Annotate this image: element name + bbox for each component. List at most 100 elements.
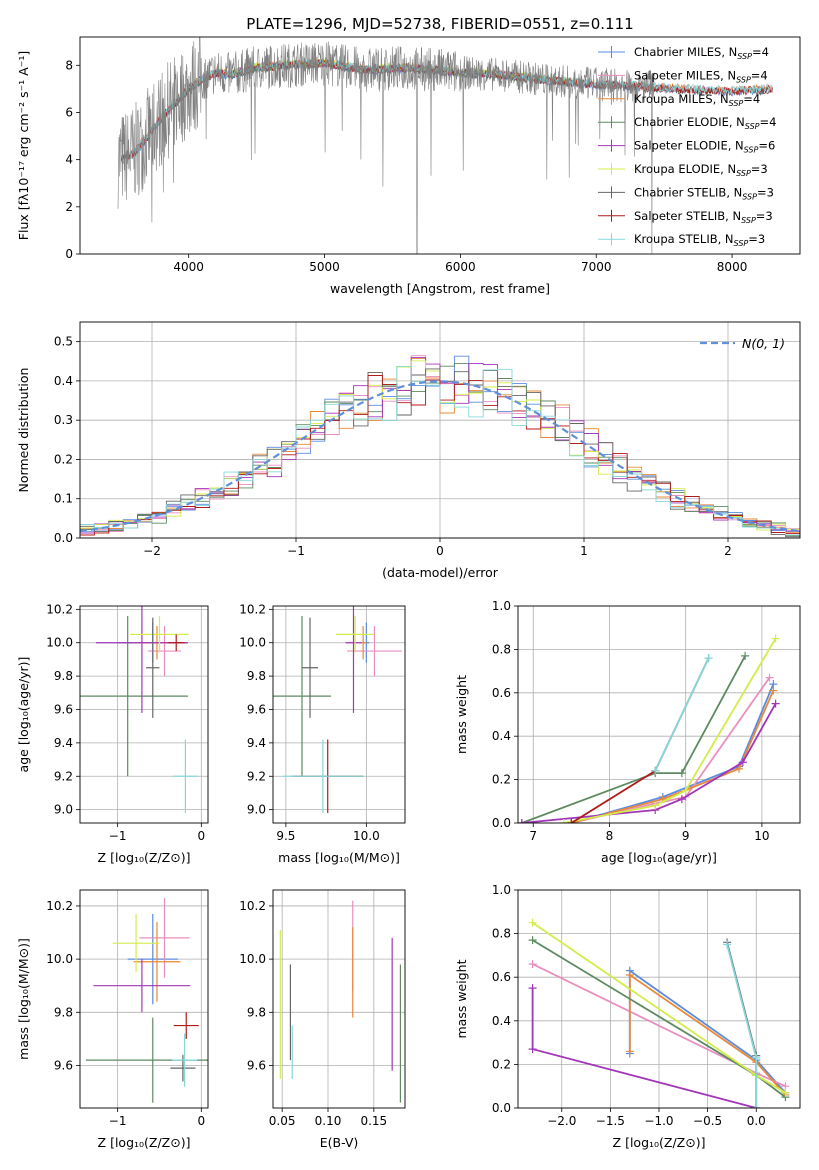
series-point-salpeter_elodie bbox=[528, 1045, 537, 1054]
y-tick-label: 10.2 bbox=[239, 602, 266, 616]
x-tick-label: 9.5 bbox=[276, 829, 295, 843]
series-line-kroupa_stelib bbox=[726, 944, 758, 1108]
series-line-chabrier_elodie bbox=[521, 655, 746, 823]
y-tick-label: 9.6 bbox=[54, 702, 73, 716]
residuals-plot-area bbox=[80, 355, 800, 538]
massweight_vs_age-panel: 7 8 9 10 0.0 0.2 0.4 0.6 0.8 1.0 age [log₁₀(age/yr… bbox=[454, 599, 801, 865]
y-tick-label: 0.6 bbox=[492, 686, 511, 700]
y-tick-label: 0.2 bbox=[492, 773, 511, 787]
series-line-salpeter_elodie bbox=[531, 988, 757, 1108]
series-point-kroupa_miles bbox=[625, 1047, 634, 1056]
y-tick-label: 10.0 bbox=[239, 636, 266, 650]
y-tick-label: 9.0 bbox=[54, 803, 73, 817]
y-tick-label: 2 bbox=[65, 200, 73, 214]
mass_vs_ebv-frame bbox=[272, 889, 406, 1109]
y-tick-label: 1.0 bbox=[492, 883, 511, 897]
series-point-salpeter_miles bbox=[528, 960, 537, 969]
mass_vs_Z-xlabel: Z [log₁₀(Z/Z⊙)] bbox=[98, 1135, 191, 1150]
massweight_vs_age-xlabel: age [log₁₀(age/yr)] bbox=[601, 850, 717, 865]
series-point-chabrier_elodie bbox=[677, 769, 686, 778]
massweight_vs_age-frame bbox=[517, 605, 801, 824]
y-tick-label: 0.4 bbox=[492, 1014, 511, 1028]
y-tick-label: 0.0 bbox=[492, 816, 511, 830]
mass_vs_ebv-plot-area bbox=[279, 900, 402, 1103]
observed-spectrum bbox=[117, 37, 655, 254]
series-point-salpeter_elodie bbox=[738, 758, 747, 767]
mass_vs_Z-ylabel: mass [log₁₀(M/M⊙)] bbox=[16, 938, 31, 1060]
massweight_vs_Z-ylabel: mass weight bbox=[454, 959, 469, 1038]
spectrum-frame bbox=[79, 36, 801, 255]
legend-entry: Salpeter STELIB, NSSP=3 bbox=[634, 209, 773, 225]
residuals-xlabel: (data-model)/error bbox=[382, 565, 499, 580]
x-tick-label: −1.5 bbox=[596, 1114, 625, 1128]
legend-entry: Salpeter ELODIE, NSSP=6 bbox=[634, 139, 775, 155]
y-tick-label: 9.8 bbox=[247, 669, 266, 683]
legend-entry: Salpeter MILES, NSSP=4 bbox=[634, 68, 768, 84]
series-line-chabrier_miles bbox=[571, 683, 775, 823]
legend-entry: Kroupa ELODIE, NSSP=3 bbox=[634, 162, 768, 178]
series-point-kroupa_elodie bbox=[528, 918, 537, 927]
spectrum-ylabel: Flux [fλ10⁻¹⁷ erg cm⁻² s⁻¹ A⁻¹] bbox=[16, 51, 31, 240]
series-line-kroupa_stelib bbox=[654, 657, 710, 772]
x-tick-label: 2 bbox=[724, 544, 732, 558]
massweight_vs_Z-panel: −2.0 −1.5 −1.0 −0.5 0.0 0.0 0.2 0.4 0.6 0.8 1.0 Z [… bbox=[454, 883, 801, 1150]
x-tick-label: 1 bbox=[580, 544, 588, 558]
y-tick-label: 9.8 bbox=[54, 1005, 73, 1019]
gauss-legend-label: N(0, 1) bbox=[742, 336, 785, 351]
series-point-salpeter_elodie bbox=[528, 984, 537, 993]
mass_vs_Z-frame bbox=[79, 889, 209, 1109]
y-tick-label: 0.8 bbox=[492, 642, 511, 656]
age_vs_Z-panel: −1 0 9.0 9.2 9.4 9.6 9.8 10.0 10.2 Z [log₁₀(Z/Z⊙)… bbox=[16, 602, 209, 865]
y-tick-label: 10.2 bbox=[46, 602, 73, 616]
series-point-salpeter_miles bbox=[765, 673, 774, 682]
age_vs_Z-xlabel: Z [log₁₀(Z/Z⊙)] bbox=[98, 850, 191, 865]
series-line-kroupa_miles bbox=[571, 690, 775, 823]
legend-entry: Kroupa MILES, NSSP=4 bbox=[634, 92, 760, 108]
spectrum-panel: Chabrier MILES, NSSP=4 Salpeter MILES, NS… bbox=[16, 36, 801, 296]
series-point-kroupa_stelib bbox=[704, 654, 713, 663]
y-tick-label: 0.2 bbox=[54, 452, 73, 466]
massweight_vs_age-plot-area bbox=[518, 634, 780, 823]
x-tick-label: −2 bbox=[143, 544, 161, 558]
series-point-salpeter_elodie bbox=[771, 699, 780, 708]
y-tick-label: 10.0 bbox=[239, 952, 266, 966]
age_vs_Z-plot-area bbox=[80, 606, 198, 813]
y-tick-label: 9.2 bbox=[54, 769, 73, 783]
y-tick-label: 9.4 bbox=[247, 736, 266, 750]
spectrum-plot-area bbox=[117, 37, 774, 254]
spectrum-legend: Chabrier MILES, NSSP=4 Salpeter MILES, NS… bbox=[598, 45, 776, 248]
x-tick-label: 10.0 bbox=[353, 829, 380, 843]
x-tick-label: −1 bbox=[287, 544, 305, 558]
figure-title: PLATE=1296, MJD=52738, FIBERID=0551, z=0… bbox=[246, 15, 633, 33]
series-point-kroupa_miles bbox=[735, 764, 744, 773]
age_vs_mass-panel: 9.5 10.0 9.0 9.2 9.4 9.6 9.8 10.0 10.2 mass [log₁… bbox=[239, 602, 406, 865]
x-tick-label: 7 bbox=[529, 829, 537, 843]
y-tick-label: 0.8 bbox=[492, 927, 511, 941]
series-point-kroupa_stelib bbox=[752, 1104, 761, 1108]
mass_vs_ebv-xlabel: E(B-V) bbox=[320, 1135, 359, 1150]
series-point-salpeter_stelib bbox=[567, 819, 576, 823]
y-tick-label: 10.0 bbox=[46, 636, 73, 650]
series-point-kroupa_elodie bbox=[771, 634, 780, 643]
series-point-kroupa_elodie bbox=[651, 801, 660, 810]
residuals-panel: N(0, 1) −2 −1 0 1 2 0.0 0.1 0.2 0.3 0.4 0.5 (data-mo… bbox=[16, 321, 801, 580]
series-point-kroupa_stelib bbox=[651, 766, 660, 775]
x-tick-label: 8 bbox=[606, 829, 614, 843]
histogram-kroupa_stelib bbox=[80, 365, 800, 536]
x-tick-label: −1 bbox=[109, 1114, 127, 1128]
series-point-kroupa_stelib bbox=[752, 1053, 761, 1062]
y-tick-label: 9.4 bbox=[54, 736, 73, 750]
series-line-kroupa_miles bbox=[628, 973, 787, 1096]
x-tick-label: 0 bbox=[197, 829, 205, 843]
y-tick-label: 9.6 bbox=[247, 702, 266, 716]
y-tick-label: 6 bbox=[65, 105, 73, 119]
x-tick-label: 0.05 bbox=[269, 1114, 296, 1128]
spectrum-xlabel: wavelength [Angstrom, rest frame] bbox=[330, 281, 550, 296]
x-tick-label: 0 bbox=[436, 544, 444, 558]
legend-entry: Chabrier STELIB, NSSP=3 bbox=[634, 185, 774, 201]
x-tick-label: 7000 bbox=[581, 260, 612, 274]
series-point-kroupa_miles bbox=[769, 686, 778, 695]
mass_vs_Z-panel: −1 0 9.6 9.8 10.0 10.2 Z [log₁₀(Z/Z⊙)] mass [lo… bbox=[16, 889, 209, 1150]
y-tick-label: 0.1 bbox=[54, 492, 73, 506]
